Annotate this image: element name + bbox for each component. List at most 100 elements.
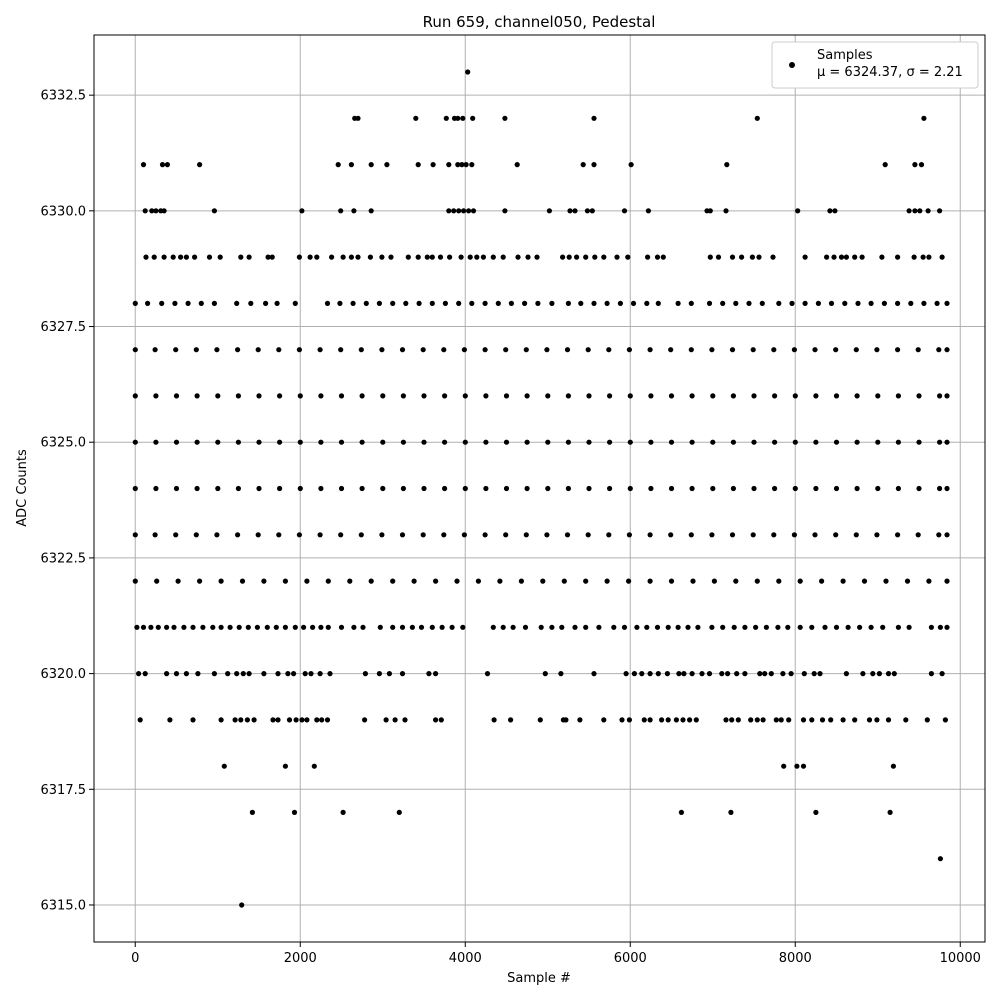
data-point <box>542 671 548 677</box>
data-point <box>350 300 356 306</box>
data-point <box>190 624 196 630</box>
data-point <box>880 624 886 630</box>
data-point <box>645 208 652 214</box>
data-point <box>577 717 583 723</box>
data-point <box>514 162 520 168</box>
data-point <box>200 624 206 630</box>
data-point <box>132 485 138 492</box>
data-point <box>885 717 892 723</box>
data-point <box>148 624 154 630</box>
data-point <box>446 162 452 168</box>
data-point <box>282 763 288 769</box>
data-point <box>601 717 607 723</box>
data-point <box>140 162 147 168</box>
data-point <box>197 578 203 584</box>
data-point <box>525 254 531 260</box>
data-point <box>254 624 260 630</box>
data-point <box>214 532 220 538</box>
data-point <box>420 347 426 353</box>
data-point <box>338 347 344 353</box>
data-point <box>415 254 421 260</box>
data-point <box>586 393 592 399</box>
data-point <box>706 671 713 677</box>
data-point <box>154 578 160 584</box>
data-point <box>193 532 199 538</box>
data-point <box>771 532 777 538</box>
data-point <box>137 717 143 723</box>
data-point <box>911 254 917 260</box>
data-point <box>503 532 509 538</box>
data-point <box>895 439 902 445</box>
data-point <box>915 532 921 538</box>
data-point <box>860 671 866 677</box>
data-point <box>347 578 353 584</box>
data-point <box>626 578 632 584</box>
data-point <box>791 532 798 538</box>
data-point <box>589 208 595 214</box>
data-point <box>274 300 280 306</box>
data-point <box>255 347 261 353</box>
y-tick-label: 6332.5 <box>41 89 87 104</box>
data-point <box>442 393 448 399</box>
data-point <box>183 671 189 677</box>
data-point <box>689 485 695 492</box>
data-point <box>786 717 792 723</box>
legend-box <box>771 41 979 89</box>
x-tick-label: 4000 <box>449 951 482 966</box>
data-point <box>411 578 417 584</box>
data-point <box>944 300 950 306</box>
data-point <box>772 485 778 492</box>
data-point <box>441 347 447 353</box>
data-point <box>443 115 449 121</box>
data-point <box>565 485 572 492</box>
data-point <box>760 717 766 723</box>
data-point <box>668 578 675 584</box>
data-point <box>318 624 324 630</box>
data-point <box>685 624 691 630</box>
data-point <box>503 439 510 445</box>
data-point <box>776 300 782 306</box>
data-point <box>578 300 584 306</box>
data-point <box>164 162 170 168</box>
data-point <box>917 208 923 214</box>
data-point <box>482 300 488 306</box>
data-point <box>565 300 572 306</box>
data-point <box>756 254 762 260</box>
data-point <box>665 624 671 630</box>
data-point <box>601 254 607 260</box>
data-point <box>269 254 275 260</box>
data-point <box>218 578 224 584</box>
data-point <box>217 254 223 260</box>
data-point <box>607 485 613 492</box>
data-point <box>466 208 472 214</box>
data-point <box>304 578 310 584</box>
y-tick-label: 6330.0 <box>41 204 87 219</box>
data-point <box>475 578 481 584</box>
data-point <box>454 578 460 584</box>
legend: Samples μ = 6324.37, σ = 2.21 <box>771 41 979 89</box>
data-point <box>362 717 368 723</box>
data-point <box>194 485 200 492</box>
data-point <box>778 717 784 723</box>
data-point <box>838 254 845 260</box>
data-point <box>304 717 310 723</box>
data-point <box>351 624 357 630</box>
data-point <box>368 208 374 214</box>
data-point <box>132 393 138 399</box>
data-point <box>132 439 138 445</box>
data-point <box>438 717 444 723</box>
data-point <box>132 532 138 538</box>
data-point <box>194 393 200 399</box>
data-point <box>317 347 323 353</box>
data-point <box>937 439 943 445</box>
data-point <box>456 208 462 214</box>
data-point <box>181 624 187 630</box>
data-point <box>273 624 279 630</box>
data-point <box>720 624 726 630</box>
data-point <box>348 162 354 168</box>
data-point <box>706 300 713 306</box>
data-point <box>355 254 361 260</box>
data-point <box>221 763 227 769</box>
data-point <box>415 162 421 168</box>
